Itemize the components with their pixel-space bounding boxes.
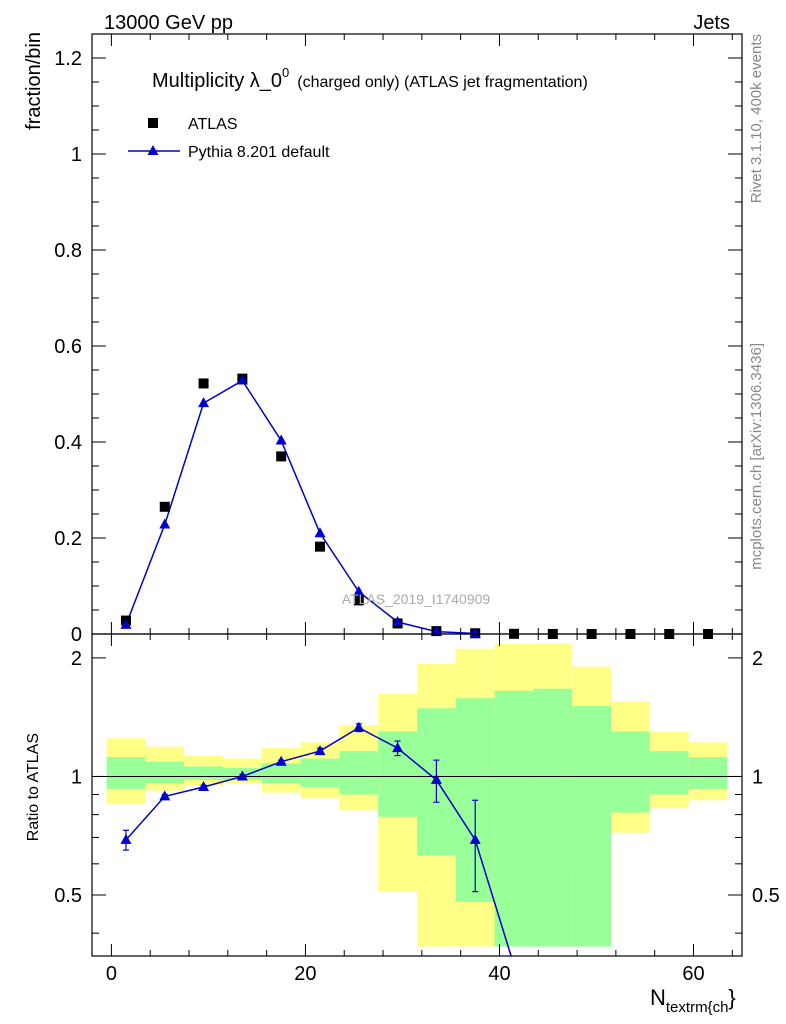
legend-pythia-label: Pythia 8.201 default	[188, 144, 330, 161]
x-axis-label-main: N	[650, 985, 666, 1010]
pythia-line	[125, 379, 476, 635]
ratio-point	[392, 742, 404, 753]
pythia-point	[159, 518, 171, 529]
x-tick-label: 0	[106, 963, 117, 985]
mcplots-info: mcplots.cern.ch [arXiv:1306.3436]	[748, 343, 765, 570]
ratio-y-tick-label-right: 1	[752, 766, 763, 788]
green-band-bin	[339, 751, 379, 795]
ratio-y-tick-label: 0.5	[54, 885, 82, 907]
main-ylabel: fraction/bin	[23, 32, 45, 130]
pythia-point	[469, 627, 481, 638]
green-band-bin	[145, 761, 185, 784]
x-axis-label-end: }	[728, 985, 735, 1010]
green-band-bin	[106, 757, 146, 789]
rivet-info: Rivet 3.1.10, 400k events	[748, 34, 765, 203]
main-y-tick-label: 0.8	[54, 240, 82, 262]
legend: ATLAS Pythia 8.201 default	[128, 116, 330, 161]
x-axis-label: Ntextrm{ch}	[650, 985, 736, 1016]
green-band-bin	[300, 758, 340, 788]
ratio-point	[430, 773, 442, 784]
ratio-y-tick-label-right: 0.5	[752, 885, 780, 907]
x-axis-label-sub: textrm{ch	[666, 999, 729, 1016]
green-band-bin	[494, 690, 534, 947]
plot-title-rest: (charged only) (ATLAS jet fragmentation)	[297, 74, 588, 91]
ratio-point	[198, 781, 210, 792]
header-energy: 13000 GeV pp	[104, 12, 233, 34]
ratio-point	[236, 770, 248, 781]
ratio-y-tick-label: 2	[71, 648, 82, 670]
plot-title-sup: 0	[282, 65, 289, 80]
analysis-watermark: ATLAS_2019_I1740909	[342, 591, 491, 607]
pythia-point	[275, 434, 287, 445]
main-y-tick-label: 0.4	[54, 432, 82, 454]
atlas-point	[353, 595, 364, 606]
ratio-point	[159, 790, 171, 801]
green-band-bin	[649, 751, 689, 795]
plot-title: Multiplicity λ_00 (charged only) (ATLAS j…	[152, 65, 588, 92]
main-y-tick-label: 0	[71, 624, 82, 646]
atlas-point	[198, 378, 209, 389]
pythia-point	[198, 397, 210, 408]
green-band-bin	[611, 731, 650, 813]
ratio-series	[120, 721, 512, 957]
atlas-point	[314, 541, 325, 552]
main-y-tick-label: 1	[71, 144, 82, 166]
x-tick-label: 40	[488, 963, 510, 985]
pythia-point	[120, 618, 132, 629]
x-tick-label: 60	[682, 963, 704, 985]
ratio-point	[275, 755, 287, 766]
header-jets: Jets	[693, 12, 730, 34]
main-y-tick-label: 0.2	[54, 528, 82, 550]
ratio-y-tick-label: 1	[71, 766, 82, 788]
atlas-point	[159, 501, 170, 512]
ratio-point	[353, 721, 365, 732]
main-y-tick-label: 0.6	[54, 336, 82, 358]
ratio-ylabel: Ratio to ATLAS	[25, 733, 42, 841]
ratio-frame	[91, 633, 743, 957]
green-band-bin	[184, 766, 223, 780]
green-band-bin	[572, 705, 612, 947]
legend-pythia-marker	[147, 145, 159, 155]
pythia-point	[236, 374, 248, 385]
main-y-tick-label: 1.2	[54, 48, 82, 70]
pythia-point	[353, 585, 365, 596]
legend-atlas-marker	[148, 118, 158, 128]
axis-ticks: 0 20 40 60 0 0.2 0.4 0.6 0.8 1 1.2 0.5 0.5 1 1 2 2	[54, 34, 780, 985]
plot-title-main: Multiplicity λ_0	[152, 70, 282, 92]
legend-atlas-label: ATLAS	[188, 116, 238, 133]
ratio-point	[314, 745, 326, 756]
ratio-uncertainty-bands	[106, 643, 728, 947]
atlas-point	[276, 451, 287, 462]
green-band-bin	[533, 688, 573, 947]
pythia-point	[430, 625, 442, 636]
green-band-bin	[688, 757, 728, 789]
pythia-point	[314, 527, 326, 538]
pythia-point	[392, 616, 404, 626]
ratio-y-tick-label-right: 2	[752, 648, 763, 670]
green-band-bin	[261, 763, 301, 784]
x-tick-label: 20	[294, 963, 316, 985]
ratio-point	[120, 833, 132, 844]
axes-frames	[91, 33, 743, 957]
ratio-point	[469, 833, 481, 844]
